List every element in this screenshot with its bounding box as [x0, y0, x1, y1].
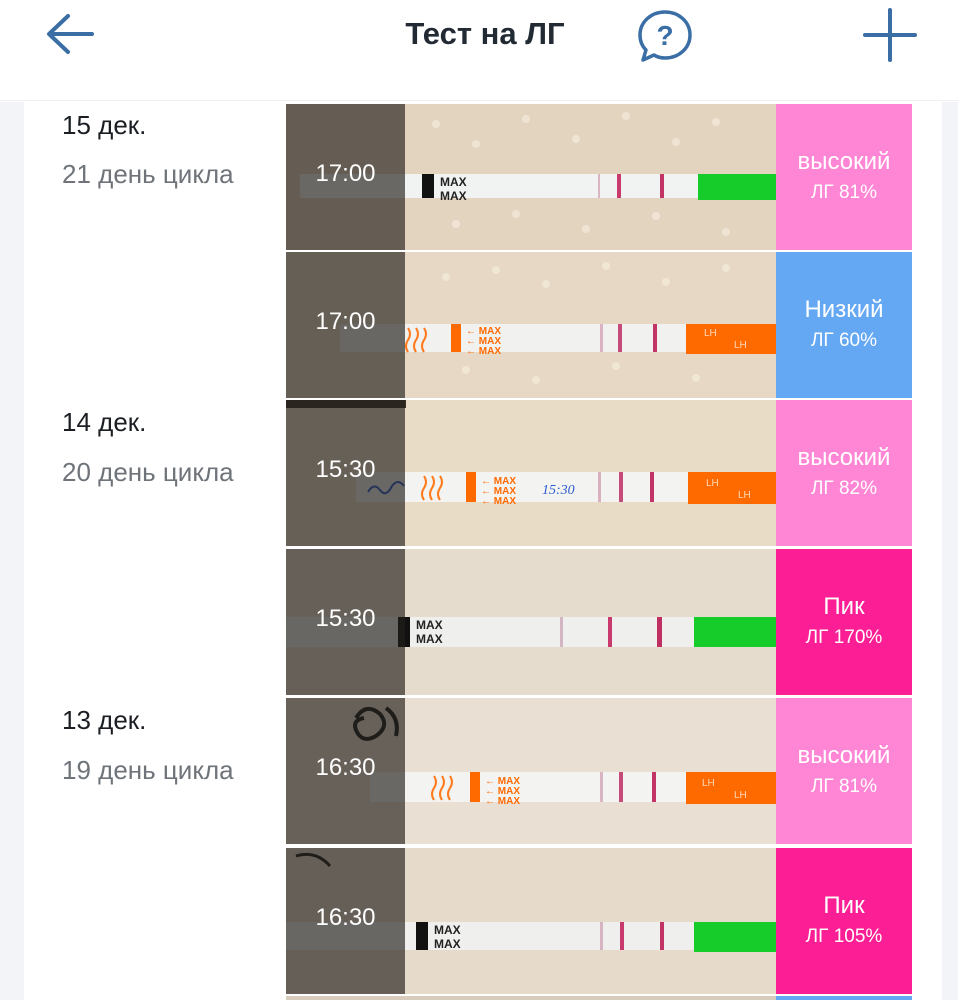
strip-lh-label: LH: [734, 790, 747, 801]
result-level: Пик: [823, 593, 865, 620]
test-row[interactable]: ← MAX ← MAX ← MAX LH LH 17:00 Низкий ЛГ …: [286, 252, 912, 398]
photo-shade: [286, 104, 405, 250]
result-level: высокий: [797, 742, 891, 769]
photo-shade: [286, 252, 405, 398]
test-time: 16:30: [315, 904, 376, 931]
photo-shade: [286, 848, 405, 994]
strip-max-label: MAX: [440, 189, 467, 203]
test-photo: MAX MAX 15:30: [286, 549, 776, 695]
left-gutter: [0, 102, 24, 1000]
test-row[interactable]: ← MAX ← MAX ← MAX LH LH 16:30 высокий ЛГ…: [286, 698, 912, 844]
strip-max-label: MAX: [434, 923, 461, 937]
result-level: высокий: [797, 444, 891, 471]
strip-lh-label: LH: [704, 328, 717, 339]
strip-max-label: MAX: [434, 937, 461, 951]
svg-text:← MAX: ← MAX: [466, 336, 501, 347]
svg-text:← MAX: ← MAX: [481, 486, 516, 497]
group-cycle: 21 день цикла: [62, 159, 234, 189]
next-row-peek: [286, 996, 776, 1000]
test-time: 15:30: [315, 456, 376, 483]
result-badge: Пик ЛГ 170%: [776, 549, 912, 695]
app-header: Тест на ЛГ ?: [0, 0, 958, 101]
strip-max-label: MAX: [416, 618, 443, 632]
test-photo: ← MAX ← MAX ← MAX LH LH 16:30: [286, 698, 776, 844]
test-photo: ← MAX ← MAX ← MAX LH LH 17:00: [286, 252, 776, 398]
result-badge: высокий ЛГ 82%: [776, 400, 912, 546]
svg-text:← MAX: ← MAX: [481, 476, 516, 487]
strip-max-label: MAX: [416, 632, 443, 646]
group-cycle: 19 день цикла: [62, 755, 234, 785]
svg-text:← MAX: ← MAX: [485, 786, 520, 797]
svg-text:← MAX: ← MAX: [485, 796, 520, 807]
svg-text:?: ?: [656, 20, 673, 51]
back-button[interactable]: [40, 8, 100, 60]
page-title: Тест на ЛГ: [405, 16, 565, 51]
photo-shade: [286, 698, 405, 844]
strip-max-label: MAX: [440, 175, 467, 189]
next-row-peek-badge: [776, 996, 912, 1000]
test-time: 16:30: [315, 754, 376, 781]
strip-lh-label: LH: [734, 340, 747, 351]
result-badge: высокий ЛГ 81%: [776, 104, 912, 250]
svg-text:← MAX: ← MAX: [466, 326, 501, 337]
test-photo: ← MAX ← MAX ← MAX 15:30 LH LH 15:30: [286, 400, 776, 546]
test-row[interactable]: MAX MAX 15:30 Пик ЛГ 170%: [286, 549, 912, 695]
group-date: 14 дек.: [62, 407, 147, 437]
test-time: 17:00: [315, 308, 376, 335]
result-percent: ЛГ 105%: [805, 926, 883, 947]
group-date: 13 дек.: [62, 705, 147, 735]
test-row[interactable]: ← MAX ← MAX ← MAX 15:30 LH LH 15:30 высо…: [286, 400, 912, 546]
result-level: высокий: [797, 148, 891, 175]
help-button[interactable]: ?: [636, 8, 694, 64]
handwritten-note: 15:30: [542, 483, 575, 498]
strip-lh-label: LH: [738, 490, 751, 501]
test-row[interactable]: MAX MAX 17:00 высокий ЛГ 81%: [286, 104, 912, 250]
result-level: Пик: [823, 892, 865, 919]
svg-text:← MAX: ← MAX: [485, 776, 520, 787]
result-percent: ЛГ 81%: [810, 776, 878, 797]
svg-text:← MAX: ← MAX: [481, 496, 516, 507]
photo-shade: [286, 549, 405, 695]
test-time: 17:00: [315, 160, 376, 187]
group-date: 15 дек.: [62, 110, 147, 140]
result-badge: высокий ЛГ 81%: [776, 698, 912, 844]
photo-shade: [286, 400, 405, 546]
result-percent: ЛГ 81%: [810, 182, 878, 203]
test-time: 15:30: [315, 605, 376, 632]
result-percent: ЛГ 60%: [810, 330, 878, 351]
strip-lh-label: LH: [702, 778, 715, 789]
result-badge: Пик ЛГ 105%: [776, 848, 912, 994]
right-gutter: [942, 102, 958, 1000]
result-level: Низкий: [804, 296, 884, 323]
result-percent: ЛГ 82%: [810, 478, 878, 499]
test-photo: MAX MAX 17:00: [286, 104, 776, 250]
result-percent: ЛГ 170%: [805, 627, 883, 648]
test-row[interactable]: MAX MAX 16:30 Пик ЛГ 105%: [286, 848, 912, 994]
result-badge: Низкий ЛГ 60%: [776, 252, 912, 398]
svg-text:← MAX: ← MAX: [466, 346, 501, 357]
group-cycle: 20 день цикла: [62, 457, 234, 487]
test-photo: MAX MAX 16:30: [286, 848, 776, 994]
add-button[interactable]: [860, 6, 920, 64]
strip-lh-label: LH: [706, 478, 719, 489]
